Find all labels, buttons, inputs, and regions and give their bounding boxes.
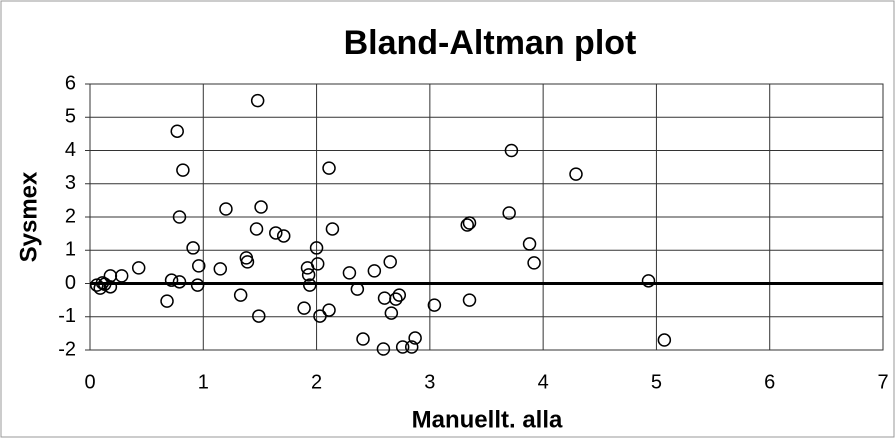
data-point: [301, 268, 316, 282]
x-tick-label: 7: [877, 371, 888, 393]
data-point: [460, 218, 474, 232]
data-point: [392, 288, 407, 302]
y-tick-label: 4: [65, 139, 76, 161]
data-point: [192, 259, 206, 273]
data-point: [164, 273, 179, 287]
data-point: [252, 309, 266, 323]
data-point: [462, 216, 477, 230]
data-point: [254, 200, 268, 214]
data-point: [233, 288, 248, 302]
data-point: [342, 266, 357, 280]
y-tick-label: 5: [65, 106, 76, 128]
data-point: [170, 124, 184, 138]
data-point: [172, 210, 187, 224]
data-point: [219, 202, 233, 216]
data-point: [240, 255, 255, 269]
data-point: [250, 93, 265, 108]
x-tick-label: 6: [764, 371, 775, 393]
y-axis-label: Sysmex: [15, 171, 42, 262]
data-point: [389, 292, 403, 306]
data-point: [502, 206, 516, 220]
x-tick-label: 4: [538, 371, 549, 393]
plot-frame: [89, 83, 884, 351]
data-point: [90, 278, 104, 292]
data-point: [356, 332, 370, 346]
data-point: [249, 222, 264, 236]
data-point: [504, 143, 519, 158]
x-tick-label: 0: [84, 371, 95, 393]
data-point: [131, 261, 146, 275]
data-point: [95, 276, 110, 290]
data-point: [309, 241, 324, 255]
y-tick-label: 2: [65, 205, 76, 227]
data-point: [569, 167, 583, 181]
data-point: [190, 278, 205, 292]
y-tick-label: 0: [65, 272, 76, 294]
data-point: [395, 340, 410, 354]
data-point: [297, 301, 311, 315]
data-point: [350, 282, 365, 296]
data-point: [300, 261, 315, 275]
data-point: [404, 340, 419, 354]
data-point: [186, 241, 200, 255]
y-tick-label: -1: [58, 305, 76, 327]
y-tick-label: 3: [65, 172, 76, 194]
data-point: [527, 256, 541, 270]
y-tick-label: 6: [65, 72, 76, 94]
data-point: [160, 294, 174, 308]
data-point: [367, 264, 382, 278]
x-axis-label: Manuellt. alla: [412, 406, 563, 433]
x-tick-label: 2: [311, 371, 322, 393]
data-point: [176, 163, 190, 177]
data-point: [427, 298, 442, 312]
y-tick-label: -2: [58, 338, 76, 360]
x-tick-label: 1: [198, 371, 209, 393]
data-point: [383, 255, 397, 269]
data-point: [657, 333, 672, 347]
data-point: [384, 306, 399, 320]
data-point: [213, 262, 228, 276]
data-point: [303, 278, 317, 292]
x-tick-label: 3: [424, 371, 435, 393]
data-point: [641, 274, 656, 288]
x-tick-label: 5: [651, 371, 662, 393]
data-point: [462, 293, 477, 307]
data-point: [172, 275, 187, 289]
data-point: [276, 229, 291, 243]
data-point: [322, 303, 336, 317]
data-point: [103, 280, 118, 294]
data-point: [322, 161, 336, 175]
data-point: [522, 237, 537, 251]
data-point: [325, 222, 340, 236]
data-point: [408, 331, 422, 345]
y-tick-label: 1: [65, 239, 76, 261]
data-point: [269, 226, 283, 240]
data-point: [376, 342, 391, 356]
chart-title: Bland-Altman plot: [344, 24, 637, 62]
